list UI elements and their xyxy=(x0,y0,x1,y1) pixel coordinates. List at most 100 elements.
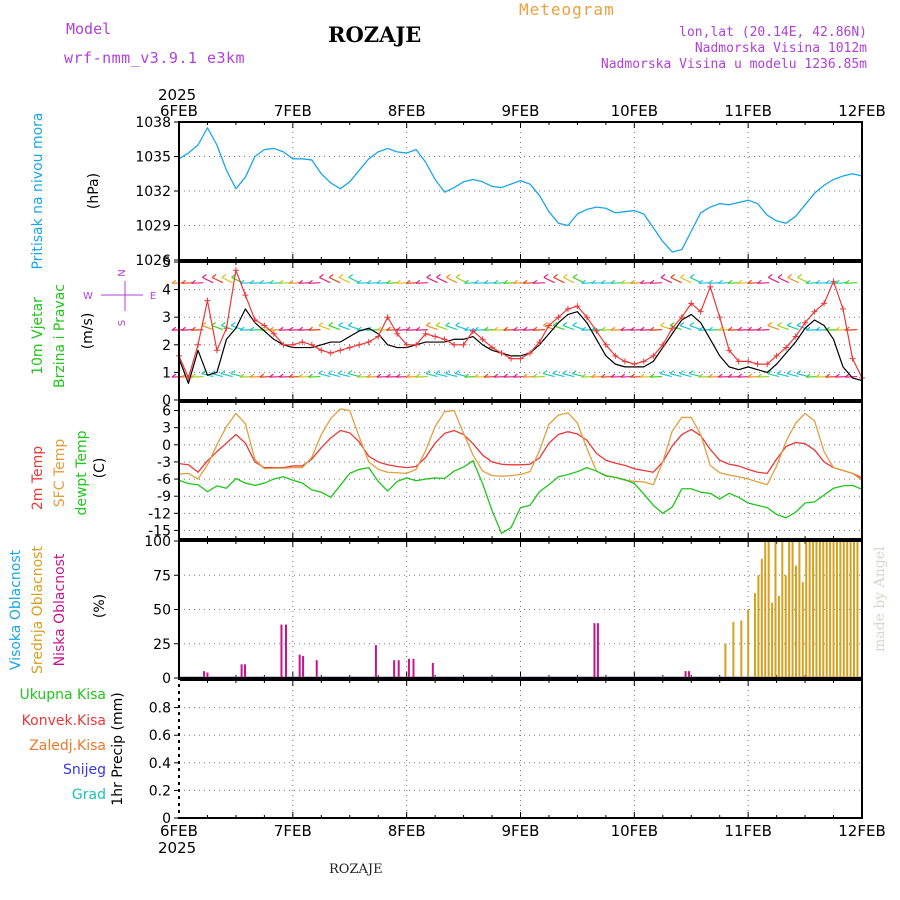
wind-arrow-head xyxy=(572,322,578,326)
wind-arrow-head xyxy=(522,373,528,378)
wind-arrow-head xyxy=(737,373,743,378)
wind-arrow xyxy=(572,276,585,284)
wind-arrow xyxy=(660,324,672,331)
cloud-bar xyxy=(808,541,811,678)
wind-arrow-head xyxy=(717,326,723,331)
panel-frame-precip xyxy=(178,679,863,819)
wind-arrow-head xyxy=(356,326,362,331)
y-tick-label: 0 xyxy=(162,811,171,827)
wind-arrow-head xyxy=(610,326,616,331)
wind-arrow-head xyxy=(328,370,333,375)
wind-arrow xyxy=(532,329,545,331)
wind-arrow xyxy=(572,324,585,331)
cloud-bar xyxy=(832,541,835,678)
cloud-bar xyxy=(280,624,283,678)
wind-arrow-head xyxy=(503,373,508,378)
wind-arrow xyxy=(649,282,663,284)
wind-title-2: Brzina i Pravac xyxy=(52,284,68,388)
footer-location: ROZAJE xyxy=(329,862,383,877)
wind-arrow xyxy=(679,324,692,331)
wind-arrow-head xyxy=(747,373,752,378)
wind-arrow xyxy=(649,375,663,378)
wind-arrow-head xyxy=(386,373,391,378)
wind-arrow-head xyxy=(328,274,334,278)
wind-arrow-head xyxy=(191,373,196,378)
wind-arrow xyxy=(796,324,809,331)
wind-arrow-head xyxy=(708,279,713,284)
wind-arrow xyxy=(328,324,341,331)
wind-arrow xyxy=(328,276,341,284)
wind-arrow-head xyxy=(727,373,733,378)
x-tick-label-bottom: 9FEB xyxy=(502,822,540,840)
y-tick-label: 1 xyxy=(162,365,171,381)
wind-arrow-head xyxy=(503,326,508,331)
wind-arrow xyxy=(796,372,809,378)
wind-arrow-head xyxy=(366,373,372,378)
wind-arrow-head xyxy=(415,326,421,331)
wind-arrow-head xyxy=(269,279,274,284)
wind-arrow-head xyxy=(815,326,821,331)
wind-arrow-head xyxy=(415,279,421,284)
cloud-bar xyxy=(812,541,815,678)
x-tick-label-top: 7FEB xyxy=(274,102,312,120)
wind-arrow xyxy=(425,372,438,378)
wind-arrow-head xyxy=(445,370,450,375)
wind-arrow-head xyxy=(356,279,362,284)
y-tick-label: 1032 xyxy=(135,184,171,200)
wind-arrow-head xyxy=(435,370,441,375)
wind-arrow-head xyxy=(669,322,675,326)
wind-arrow xyxy=(338,276,351,284)
wind-arrow xyxy=(757,282,770,284)
wind-arrow xyxy=(553,276,565,284)
wind-arrow-head xyxy=(230,322,236,326)
y-tick-label: 1038 xyxy=(135,115,171,131)
wind-arrow xyxy=(689,324,702,331)
year-label-bottom: 2025 xyxy=(158,839,196,857)
cloud-bar xyxy=(849,541,852,678)
wind-arrow xyxy=(426,324,438,331)
wind-arrow-head xyxy=(532,279,538,284)
cloud-bar xyxy=(687,671,690,678)
wind-arrow xyxy=(211,324,224,331)
wind-arrow xyxy=(757,375,770,378)
cloud-bar xyxy=(740,620,743,678)
cloud-bar xyxy=(788,541,791,678)
wind-arrow-head xyxy=(825,279,830,284)
wind-arrow-head xyxy=(572,274,578,278)
wind-arrow-head xyxy=(259,373,265,378)
cloud-title-mid: Srednja Oblacnost xyxy=(30,546,46,674)
wind-arrow-head xyxy=(835,373,840,378)
wind-arrow-head xyxy=(562,322,568,326)
cloud-bar xyxy=(829,541,832,678)
wind-arrow-head xyxy=(747,326,752,331)
wind-arrow-head xyxy=(805,326,811,331)
wind-arrow-head xyxy=(679,370,684,375)
wind-arrow xyxy=(445,372,458,378)
wind-arrow xyxy=(777,324,790,331)
wind-arrow-head xyxy=(562,370,567,375)
wind-arrow-head xyxy=(717,279,723,284)
wind-arrow-head xyxy=(464,279,469,284)
wind-arrow xyxy=(777,276,790,284)
cloud-bar xyxy=(774,541,777,678)
x-tick-label-bottom: 11FEB xyxy=(724,822,771,840)
wind-arrow xyxy=(220,372,233,378)
y-tick-label: 3 xyxy=(162,421,171,437)
wind-arrow-head xyxy=(639,326,645,331)
cloud-bar xyxy=(771,602,774,678)
cloud-bar xyxy=(853,541,856,678)
cloud-bar xyxy=(784,575,787,678)
wind-arrow-head xyxy=(474,373,479,378)
wind-arrow-head xyxy=(767,274,773,278)
wind-arrow-head xyxy=(288,326,294,331)
wind-arrow-head xyxy=(513,326,518,331)
wind-arrow-head xyxy=(727,279,733,284)
wind-arrow-head xyxy=(220,370,226,375)
wind-arrow xyxy=(669,372,682,378)
wind-arrow-head xyxy=(483,373,489,378)
wind-arrow-head xyxy=(543,274,549,278)
y-tick-label: 25 xyxy=(153,637,171,653)
wind-arrow-head xyxy=(553,274,558,278)
wind-arrow-head xyxy=(278,326,284,331)
precip-legend-2: Zaledj.Kisa xyxy=(29,738,106,754)
